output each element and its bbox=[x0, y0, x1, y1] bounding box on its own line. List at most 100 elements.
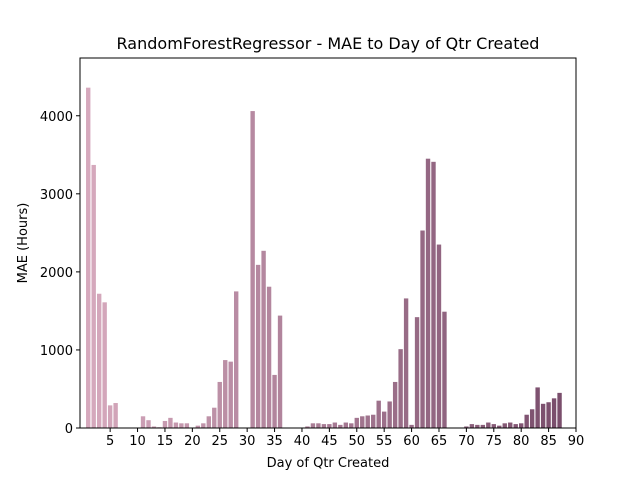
bar bbox=[414, 317, 420, 428]
bar bbox=[96, 293, 102, 428]
bar bbox=[316, 423, 321, 428]
bar bbox=[217, 381, 222, 428]
bar bbox=[524, 414, 529, 428]
bar bbox=[486, 422, 491, 428]
bar bbox=[168, 417, 173, 428]
bar bbox=[371, 414, 376, 428]
bar bbox=[113, 403, 118, 428]
x-tick-label: 5 bbox=[106, 434, 114, 449]
bar bbox=[557, 392, 562, 428]
bar bbox=[321, 424, 327, 428]
bar bbox=[403, 298, 409, 428]
bar bbox=[228, 361, 233, 428]
bar bbox=[310, 423, 316, 428]
bar bbox=[179, 423, 184, 428]
bar bbox=[491, 424, 496, 428]
bar bbox=[223, 360, 228, 428]
bar bbox=[338, 424, 343, 428]
x-axis-ticks: 5 10 15 20 25 30 35 40 45 50 55 60 65 70 75 80 85 90 bbox=[106, 428, 584, 449]
plot-frame bbox=[79, 57, 577, 429]
bar bbox=[469, 424, 475, 428]
bar bbox=[546, 402, 551, 428]
y-tick-label: 4000 bbox=[40, 110, 73, 125]
bar bbox=[91, 164, 96, 429]
x-tick-label: 90 bbox=[568, 434, 585, 449]
bar bbox=[332, 422, 338, 428]
y-axis-label: MAE (Hours) bbox=[16, 203, 31, 284]
bar bbox=[381, 411, 387, 428]
bar bbox=[398, 349, 403, 428]
y-tick-label: 0 bbox=[65, 422, 73, 437]
x-tick-label: 10 bbox=[129, 434, 146, 449]
bar bbox=[212, 407, 217, 428]
x-tick-label: 60 bbox=[403, 434, 420, 449]
x-tick-label: 35 bbox=[266, 434, 283, 449]
bar bbox=[206, 416, 211, 428]
bar bbox=[272, 374, 277, 428]
bar bbox=[365, 415, 370, 428]
bar bbox=[151, 426, 157, 428]
x-tick-label: 70 bbox=[458, 434, 475, 449]
bar bbox=[480, 424, 486, 428]
bar bbox=[255, 264, 261, 428]
bar bbox=[102, 302, 107, 428]
x-axis-label: Day of Qtr Created bbox=[267, 456, 390, 471]
bar bbox=[513, 424, 518, 428]
y-tick-label: 3000 bbox=[40, 188, 73, 203]
bar bbox=[354, 417, 359, 428]
bar bbox=[305, 426, 310, 428]
x-tick-label: 40 bbox=[294, 434, 311, 449]
x-tick-label: 20 bbox=[184, 434, 201, 449]
bar bbox=[551, 398, 557, 428]
bar bbox=[431, 161, 436, 428]
x-tick-label: 50 bbox=[349, 434, 366, 449]
bar bbox=[195, 425, 201, 428]
bar bbox=[250, 111, 255, 428]
bar bbox=[502, 423, 507, 428]
bar bbox=[107, 405, 113, 428]
bar bbox=[387, 401, 392, 428]
bar bbox=[201, 423, 206, 428]
chart-title: RandomForestRegressor - MAE to Day of Qt… bbox=[117, 34, 540, 53]
x-tick-label: 30 bbox=[239, 434, 256, 449]
x-tick-label: 45 bbox=[321, 434, 338, 449]
bar bbox=[140, 416, 146, 428]
bar bbox=[535, 387, 540, 428]
x-tick-label: 15 bbox=[157, 434, 174, 449]
x-tick-label: 75 bbox=[486, 434, 503, 449]
bar bbox=[266, 286, 272, 428]
bar bbox=[497, 425, 502, 428]
bar bbox=[508, 422, 513, 428]
bar bbox=[277, 315, 283, 428]
bar bbox=[519, 423, 524, 428]
bar bbox=[420, 230, 425, 428]
x-tick-label: 80 bbox=[513, 434, 530, 449]
bar bbox=[376, 400, 381, 428]
bar bbox=[349, 423, 354, 428]
bar bbox=[86, 87, 91, 428]
bar bbox=[464, 426, 469, 428]
y-axis-ticks: 0 1000 2000 3000 4000 bbox=[40, 110, 80, 437]
bar bbox=[327, 424, 332, 428]
bar bbox=[234, 291, 239, 428]
bar bbox=[540, 403, 546, 428]
bar bbox=[184, 423, 190, 428]
bar bbox=[529, 409, 535, 428]
y-tick-label: 2000 bbox=[40, 266, 73, 281]
bar bbox=[392, 381, 398, 428]
y-tick-label: 1000 bbox=[40, 344, 73, 359]
bar bbox=[261, 250, 266, 428]
x-tick-label: 65 bbox=[431, 434, 448, 449]
x-tick-label: 85 bbox=[540, 434, 557, 449]
bar bbox=[442, 311, 447, 428]
bar bbox=[146, 420, 151, 428]
bar bbox=[436, 244, 442, 428]
bar bbox=[162, 420, 168, 428]
bar bbox=[173, 422, 179, 428]
bar bbox=[343, 422, 349, 428]
bar bbox=[409, 424, 414, 428]
x-tick-label: 55 bbox=[376, 434, 393, 449]
bar bbox=[475, 424, 480, 428]
bar bbox=[360, 416, 365, 428]
